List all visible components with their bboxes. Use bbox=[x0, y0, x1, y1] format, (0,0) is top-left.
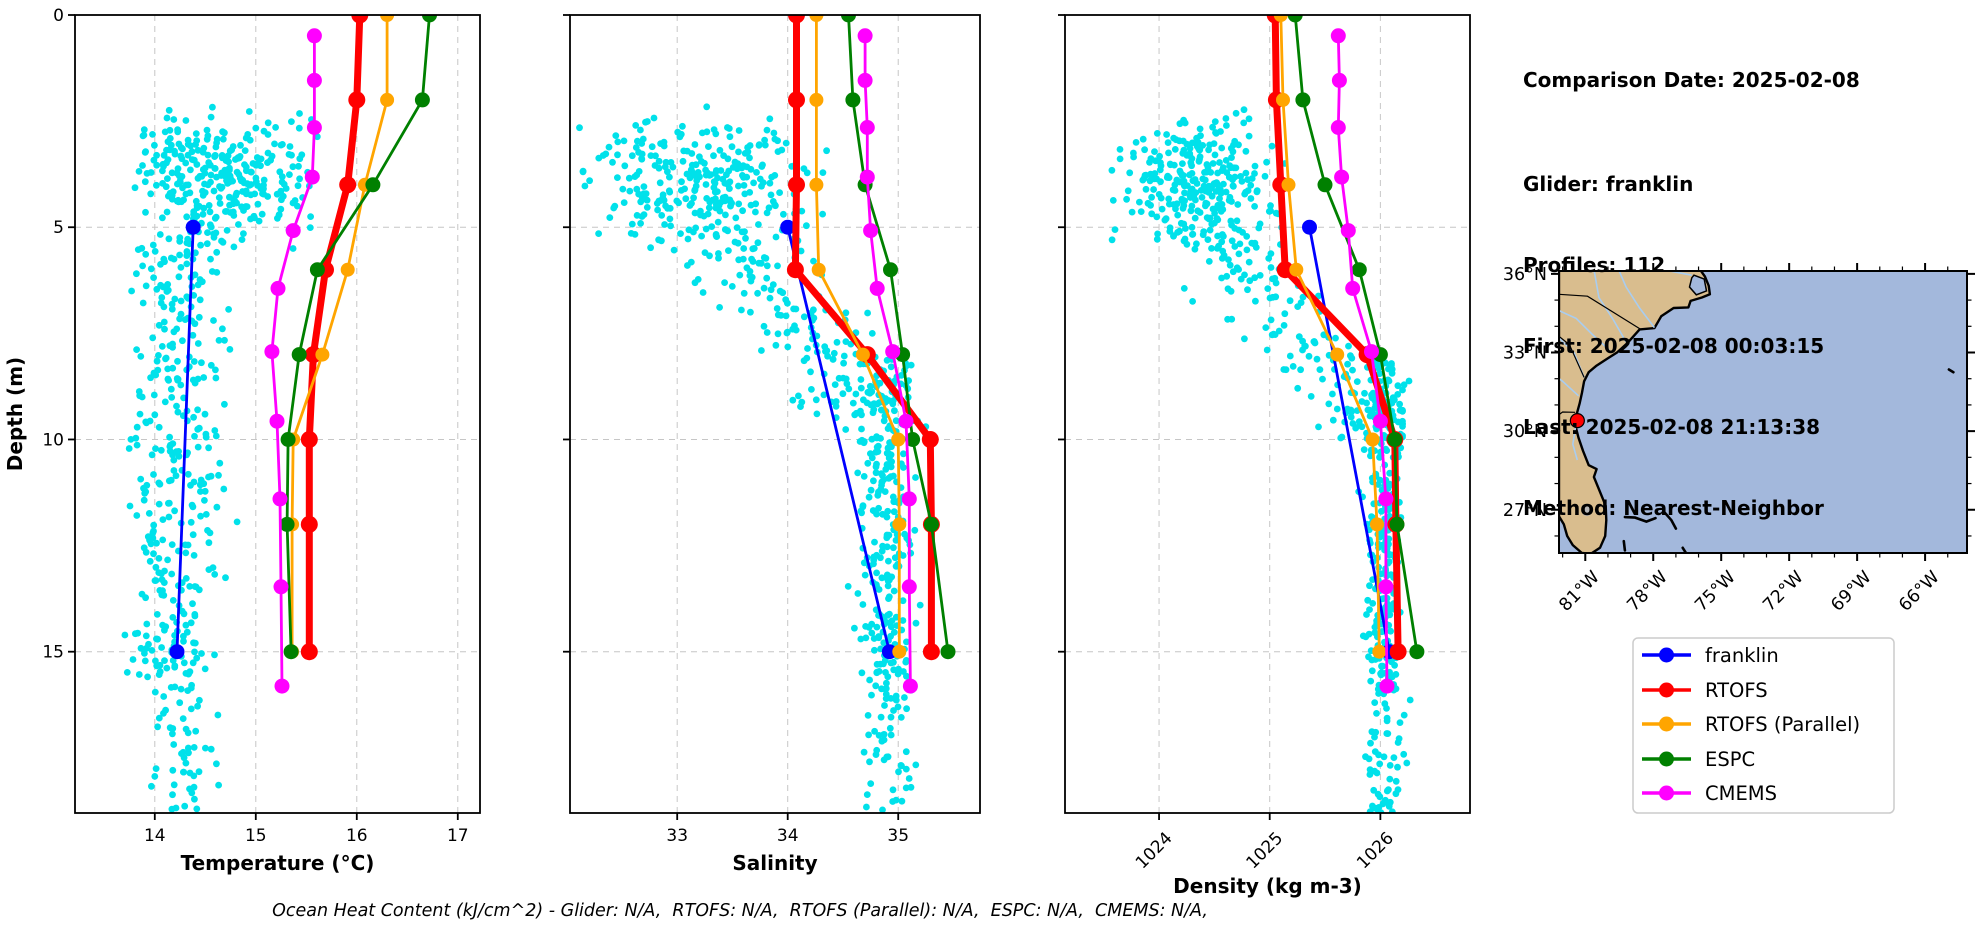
svg-text:5: 5 bbox=[53, 218, 64, 238]
map-lat-label: 27°N bbox=[1503, 501, 1547, 521]
legend-item-franklin: franklin bbox=[1642, 644, 1779, 667]
legend: franklin RTOFS RTOFS (Parallel) ESPC CMEMS bbox=[1632, 637, 1895, 814]
map-state-border bbox=[1559, 411, 1576, 416]
map-lat-label: 36°N bbox=[1503, 265, 1547, 285]
map-island bbox=[1623, 515, 1657, 523]
svg-text:33: 33 bbox=[666, 826, 688, 846]
map-state-border bbox=[1559, 293, 1642, 330]
legend-marker-icon bbox=[1659, 647, 1674, 663]
map-land bbox=[1559, 271, 1712, 553]
map-river bbox=[1559, 378, 1580, 397]
svg-text:15: 15 bbox=[245, 826, 267, 846]
svg-text:1025: 1025 bbox=[1243, 828, 1288, 873]
map-lat-label: 33°N bbox=[1503, 344, 1547, 364]
svg-text:1026: 1026 bbox=[1353, 828, 1398, 873]
svg-text:34: 34 bbox=[777, 826, 799, 846]
glider-name-text: Glider: franklin bbox=[1523, 172, 1694, 196]
glider-location-marker bbox=[1569, 413, 1585, 429]
info-panel: Comparison Date: 2025-02-08 Glider: fran… bbox=[1523, 13, 1860, 576]
xlabel-density: Density (kg m-3) bbox=[1173, 874, 1362, 898]
map-river bbox=[1559, 309, 1610, 351]
map-island bbox=[1947, 368, 1955, 374]
legend-marker-icon bbox=[1659, 682, 1674, 698]
profiles-count-text: Profiles: 112 bbox=[1523, 253, 1666, 277]
map-river bbox=[1571, 423, 1579, 461]
svg-text:10: 10 bbox=[42, 430, 64, 450]
series-rtofs-parallel--salinity bbox=[809, 15, 907, 659]
svg-text:14: 14 bbox=[144, 826, 166, 846]
legend-marker-icon bbox=[1659, 785, 1674, 801]
gridlines bbox=[570, 15, 980, 813]
series-rtofs-parallel--density bbox=[1273, 15, 1387, 659]
series-franklin-salinity bbox=[780, 219, 897, 660]
last-profile-text: Last: 2025-02-08 21:13:38 bbox=[1523, 415, 1821, 439]
map-river bbox=[1618, 271, 1656, 329]
temperature-plot: 14 15 16 17 Temperature (°C) 0 5 10 15 Depth (m) bbox=[3, 6, 481, 875]
map-frame bbox=[1558, 270, 1968, 554]
map-sound bbox=[1688, 274, 1708, 296]
legend-marker-icon bbox=[1659, 716, 1674, 732]
y-axis-salinity bbox=[563, 14, 570, 653]
legend-label: franklin bbox=[1705, 644, 1779, 667]
svg-text:15: 15 bbox=[42, 643, 64, 663]
series-franklin-temperature bbox=[169, 219, 201, 660]
legend-item-espc: ESPC bbox=[1642, 748, 1755, 771]
map-island bbox=[1681, 546, 1688, 553]
x-axis-temperature: 14 15 16 17 bbox=[144, 813, 469, 846]
gridlines bbox=[1065, 15, 1470, 813]
series-rtofs-temperature bbox=[300, 15, 369, 661]
legend-label: CMEMS bbox=[1705, 782, 1777, 805]
legend-item-rtofs-parallel-: RTOFS (Parallel) bbox=[1642, 713, 1860, 736]
x-axis-salinity: 33 34 35 bbox=[666, 813, 909, 846]
glider-scatter bbox=[1108, 106, 1414, 813]
series-espc-density bbox=[1287, 15, 1425, 660]
xlabel-temperature: Temperature (°C) bbox=[181, 851, 375, 875]
map-lake bbox=[1581, 506, 1592, 517]
legend-label: RTOFS bbox=[1705, 679, 1768, 702]
glider-scatter bbox=[121, 103, 321, 813]
y-axis-temperature: 0 5 10 15 bbox=[42, 6, 75, 663]
salinity-plot: 33 34 35 Salinity bbox=[563, 14, 981, 875]
ylabel-depth: Depth (m) bbox=[3, 357, 27, 471]
map-lon-label: 66°W bbox=[1895, 567, 1943, 615]
map-state-border bbox=[1559, 335, 1585, 378]
x-axis-density: 1024 1025 1026 bbox=[1132, 813, 1398, 873]
legend-item-cmems: CMEMS bbox=[1642, 782, 1777, 805]
legend-item-rtofs: RTOFS bbox=[1642, 679, 1768, 702]
comparison-date-text: Comparison Date: 2025-02-08 bbox=[1523, 68, 1860, 92]
svg-text:1024: 1024 bbox=[1132, 828, 1177, 873]
first-profile-text: First: 2025-02-08 00:03:15 bbox=[1523, 334, 1825, 358]
svg-text:16: 16 bbox=[346, 826, 368, 846]
series-espc-temperature bbox=[279, 15, 437, 660]
series-cmems-density bbox=[1330, 28, 1395, 694]
svg-text:17: 17 bbox=[447, 826, 469, 846]
map-island bbox=[1622, 539, 1627, 552]
map-lat-label: 30°N bbox=[1503, 422, 1547, 442]
svg-text:35: 35 bbox=[887, 826, 909, 846]
glider-scatter bbox=[576, 103, 930, 813]
legend-label: ESPC bbox=[1705, 748, 1755, 771]
method-text: Method: Nearest-Neighbor bbox=[1523, 496, 1824, 520]
y-axis-density bbox=[1058, 14, 1065, 653]
series-rtofs-parallel--temperature bbox=[285, 15, 395, 659]
series-cmems-salinity bbox=[857, 28, 918, 694]
map-island bbox=[1662, 509, 1678, 530]
svg-text:0: 0 bbox=[53, 6, 64, 26]
legend-label: RTOFS (Parallel) bbox=[1705, 713, 1860, 736]
legend-marker-icon bbox=[1659, 751, 1674, 767]
series-cmems-temperature bbox=[264, 28, 322, 694]
xlabel-salinity: Salinity bbox=[732, 851, 817, 875]
ocean-heat-content-footer: Ocean Heat Content (kJ/cm^2) - Glider: N… bbox=[272, 901, 1208, 921]
